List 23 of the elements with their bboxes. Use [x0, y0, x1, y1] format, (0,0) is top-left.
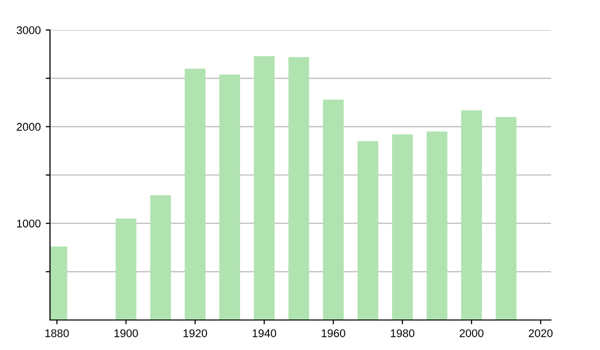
bar [358, 141, 378, 320]
x-tick-label: 1880 [45, 329, 69, 338]
bar [392, 134, 413, 320]
bar [116, 218, 136, 320]
bar [219, 74, 240, 320]
x-tick-label: 1920 [184, 329, 208, 338]
x-tick-label: 2000 [460, 329, 484, 338]
bar [288, 57, 310, 320]
y-tick-label: 2000 [16, 122, 41, 131]
y-tick-label: 1000 [17, 220, 41, 228]
y-tick-label: 3000 [16, 26, 41, 34]
bar [426, 132, 448, 320]
x-tick-label: 1940 [252, 329, 276, 338]
x-tick-label: 1980 [390, 329, 414, 338]
bar [150, 195, 171, 320]
bar [461, 110, 482, 320]
x-tick-label: 1900 [114, 329, 138, 338]
bar [496, 117, 516, 320]
x-tick-label: 1960 [322, 329, 346, 338]
bar [254, 56, 275, 320]
x-tick-label: 2020 [528, 329, 553, 338]
bar [184, 68, 206, 320]
bar [322, 100, 344, 320]
